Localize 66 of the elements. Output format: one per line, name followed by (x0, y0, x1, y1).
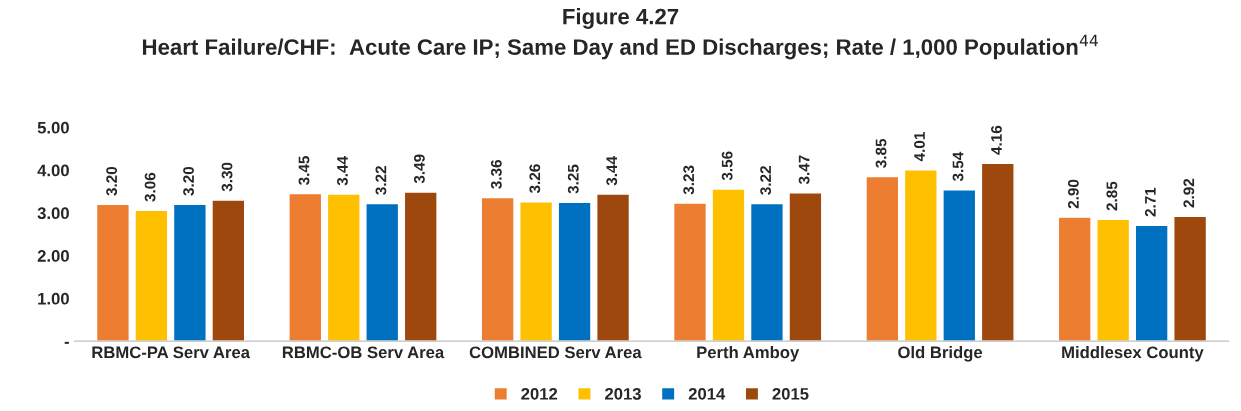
bar (596, 193, 631, 342)
data-label: 3.49 (413, 154, 425, 184)
y-tick-label: 5.00 (37, 121, 69, 134)
y-tick-label: 4.00 (37, 164, 69, 177)
data-label: 3.54 (952, 151, 964, 182)
data-label: 3.36 (490, 159, 502, 189)
data-label: 2.71 (1144, 187, 1156, 217)
bar (1057, 216, 1092, 342)
legend-label: 2014 (688, 387, 726, 400)
data-label: 3.20 (183, 166, 194, 196)
data-label: 3.44 (606, 156, 618, 186)
x-tick-label: COMBINED Serv Area (469, 346, 642, 359)
data-label: 2.85 (1106, 181, 1118, 211)
y-tick-label: - (64, 341, 69, 344)
bar (1173, 215, 1208, 342)
bar (211, 199, 246, 342)
bar (95, 203, 130, 342)
bar (288, 192, 323, 342)
chart-subtitle: Heart Failure/CHF: Acute Care IP; Same Day and ED Discharges; Rate / 1,000 Population$^{44}$ (142, 34, 1098, 60)
x-tick-label: RBMC-OB Serv Area (282, 346, 445, 359)
legend-label: 2012 (521, 387, 558, 400)
bar (172, 203, 207, 342)
bar (480, 196, 515, 342)
legend-label: 2013 (605, 387, 641, 400)
data-label: 3.26 (529, 164, 541, 194)
bar (134, 209, 169, 342)
bar (1096, 218, 1131, 342)
legend-label: 2015 (772, 387, 809, 400)
data-label: 3.22 (760, 166, 772, 195)
data-label: 3.85 (875, 138, 887, 168)
bar (326, 193, 361, 342)
bar (365, 202, 400, 342)
y-tick-label: 3.00 (37, 207, 69, 220)
bar (557, 201, 592, 342)
data-label: 3.25 (567, 164, 579, 194)
bar (903, 169, 938, 342)
bar (980, 162, 1015, 342)
data-label: 3.47 (798, 155, 810, 185)
bar (865, 175, 900, 342)
y-tick-label: 1.00 (38, 292, 69, 305)
data-label: 2.92 (1183, 178, 1195, 208)
bar (519, 201, 554, 342)
data-label: 3.56 (721, 151, 733, 181)
bar (788, 192, 823, 342)
bar (942, 189, 977, 342)
chart-title: Figure 4.27 (563, 8, 679, 29)
data-label: 3.23 (683, 165, 695, 195)
x-tick-label: Middlesex County (1062, 345, 1204, 362)
x-tick-label: RBMC-PA Serv Area (92, 346, 251, 359)
data-label: 3.44 (337, 156, 348, 186)
data-label: 3.45 (298, 156, 310, 185)
bar (672, 202, 708, 342)
data-label: 3.22 (375, 166, 387, 195)
data-label: 2.90 (1067, 179, 1079, 209)
data-label: 4.16 (991, 125, 1002, 155)
data-label: 3.20 (106, 166, 118, 196)
x-tick-label: Old Bridge (898, 345, 983, 362)
bar (711, 188, 746, 342)
y-tick-label: 2.00 (37, 250, 69, 262)
bar (403, 191, 438, 342)
bar (1134, 224, 1169, 342)
bar (749, 202, 784, 342)
data-label: 4.01 (914, 132, 925, 162)
data-label: 3.06 (144, 172, 156, 202)
data-label: 3.30 (221, 162, 233, 192)
x-tick-label: Perth Amboy (697, 345, 800, 362)
